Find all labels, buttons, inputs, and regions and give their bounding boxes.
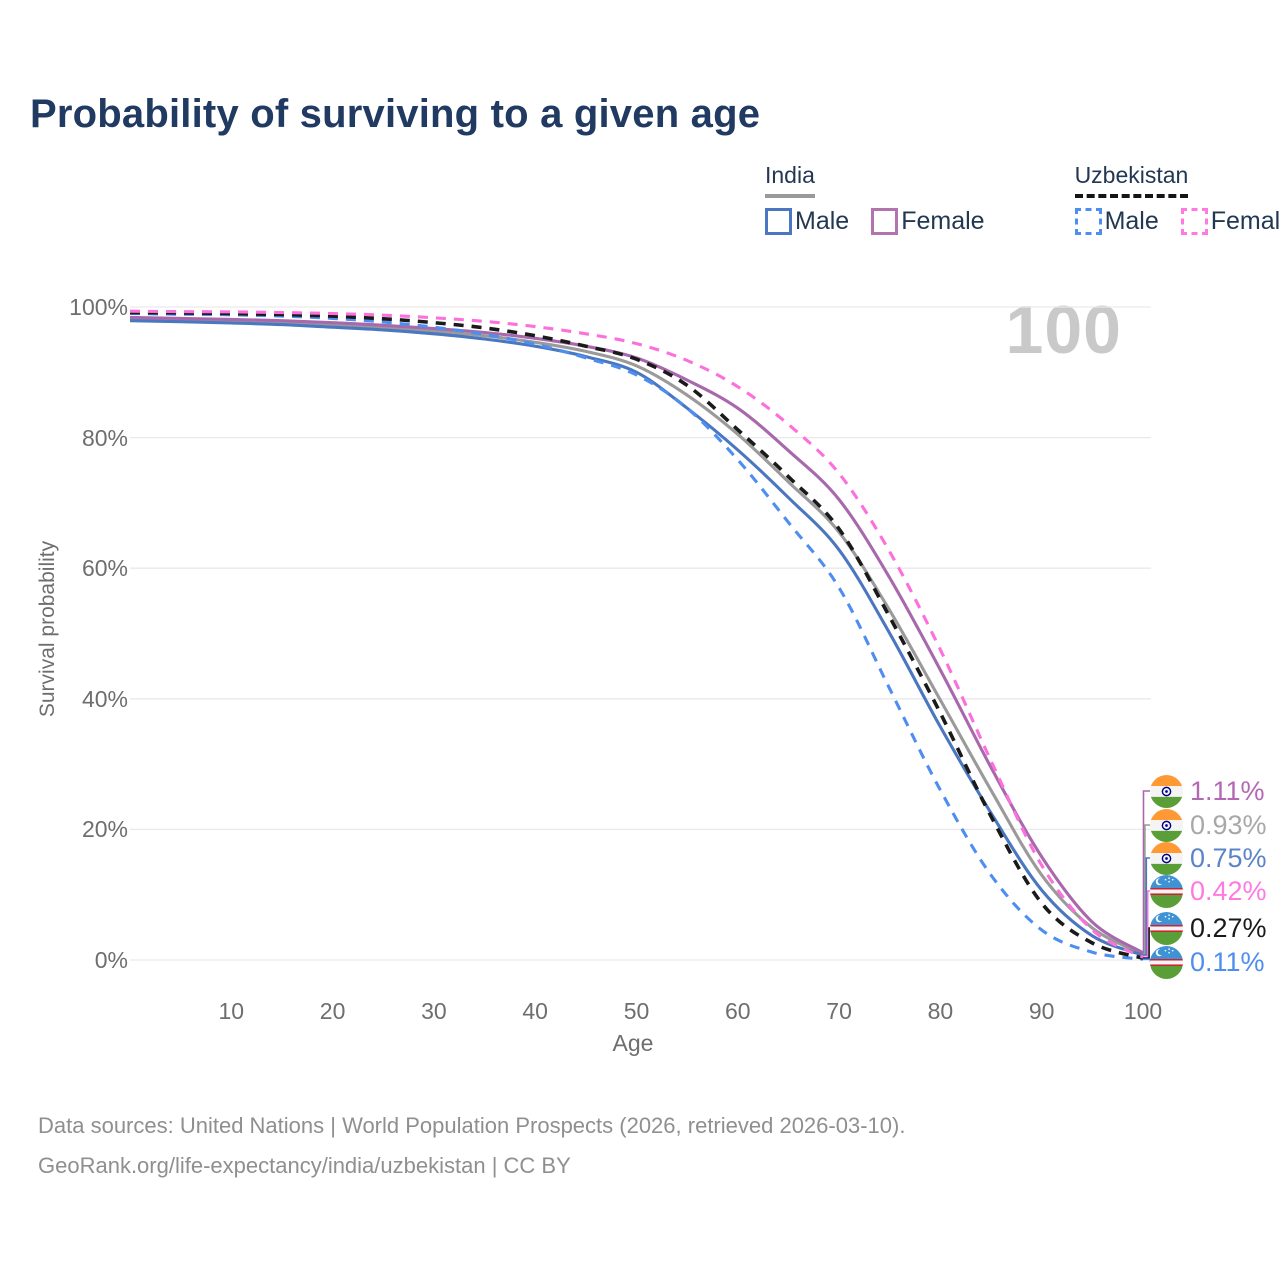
- x-tick-label: 30: [421, 998, 447, 1024]
- legend-item-label: Female: [901, 206, 985, 235]
- uzbekistan-flag-icon: [1150, 874, 1183, 908]
- legend-group-uzbekistan: Uzbekistan Male Female: [1074, 162, 1280, 236]
- end-label-row: 0.42%: [1150, 874, 1267, 908]
- end-label-value: 0.27%: [1190, 912, 1267, 943]
- chart-legend: India Male Female Uzbekistan Male Female: [765, 162, 1280, 236]
- legend-item-india-male[interactable]: Male: [765, 207, 849, 236]
- series-line-india-both-sexes[interactable]: [129, 317, 1144, 956]
- india-flag-icon: [1150, 774, 1183, 808]
- end-label-leader-line: [1143, 857, 1150, 956]
- series-line-india-male[interactable]: [129, 319, 1144, 957]
- end-label-row: 0.93%: [1150, 808, 1267, 842]
- legend-item-uzbekistan-male[interactable]: Male: [1074, 206, 1159, 236]
- legend-header-india[interactable]: India: [765, 162, 815, 198]
- india-female-swatch-icon: [871, 207, 899, 235]
- uzbekistan-flag-icon: [1150, 945, 1183, 979]
- x-tick-label: 20: [319, 998, 346, 1024]
- y-tick-label: 40%: [81, 685, 128, 712]
- legend-item-india-female[interactable]: Female: [871, 206, 985, 236]
- legend-item-label: Female: [1210, 206, 1280, 235]
- india-flag-icon: [1150, 841, 1183, 875]
- y-tick-label: 100%: [69, 294, 128, 320]
- license-line: GeoRank.org/life-expectancy/india/uzbeki…: [38, 1153, 571, 1179]
- end-label-leader-line: [1143, 927, 1150, 959]
- x-tick-label: 40: [522, 998, 548, 1024]
- series-line-uzbekistan-female[interactable]: [129, 309, 1144, 959]
- end-label-leader-line: [1143, 890, 1150, 959]
- end-label-leader-line: [1143, 824, 1150, 955]
- uzbekistan-female-swatch-icon: [1180, 207, 1208, 235]
- end-label-leader-line: [1142, 790, 1150, 954]
- legend-group-india: India Male Female: [765, 162, 985, 236]
- end-label-row: 0.27%: [1150, 911, 1267, 945]
- end-label-row: 0.11%: [1150, 945, 1265, 979]
- x-tick-label: 60: [725, 998, 751, 1024]
- data-sources-line: Data sources: United Nations | World Pop…: [38, 1113, 906, 1138]
- x-tick-label: 70: [826, 998, 852, 1024]
- x-tick-label: 100: [1123, 998, 1163, 1024]
- uzbekistan-flag-icon: [1150, 911, 1183, 945]
- x-tick-label: 90: [1028, 998, 1055, 1024]
- page-title: Probability of surviving to a given age: [30, 92, 761, 136]
- end-label-value: 0.93%: [1190, 809, 1267, 840]
- end-label-value: 0.11%: [1190, 946, 1265, 977]
- series-line-uzbekistan-both-sexes[interactable]: [129, 310, 1144, 960]
- x-tick-label: 80: [927, 998, 954, 1024]
- end-label-value: 1.11%: [1190, 775, 1265, 806]
- uzbekistan-male-swatch-icon: [1074, 207, 1102, 235]
- x-tick-label: 50: [623, 998, 650, 1024]
- series-line-uzbekistan-male[interactable]: [129, 311, 1144, 961]
- legend-item-uzbekistan-female[interactable]: Female: [1180, 206, 1280, 236]
- legend-item-label: Male: [795, 206, 850, 235]
- x-tick-label: 10: [218, 998, 245, 1024]
- end-label-value: 0.42%: [1190, 875, 1267, 906]
- footer-attribution: Data sources: United Nations | World Pop…: [38, 1106, 905, 1186]
- series-line-india-female[interactable]: [129, 315, 1144, 955]
- india-male-swatch-icon: [765, 207, 792, 235]
- x-axis-title: Age: [612, 1030, 654, 1056]
- india-flag-icon: [1150, 808, 1183, 842]
- y-tick-label: 0%: [94, 947, 128, 973]
- y-tick-label: 20%: [81, 816, 128, 843]
- y-tick-label: 60%: [81, 555, 128, 582]
- legend-header-uzbekistan[interactable]: Uzbekistan: [1074, 162, 1189, 198]
- y-axis-title: Survival probability: [36, 540, 59, 718]
- end-label-value: 0.75%: [1190, 842, 1267, 873]
- end-label-row: 1.11%: [1150, 774, 1265, 808]
- age-indicator-watermark: 100: [1005, 292, 1122, 368]
- end-label-row: 0.75%: [1150, 841, 1267, 875]
- y-tick-label: 80%: [81, 424, 128, 451]
- legend-item-label: Male: [1104, 206, 1159, 235]
